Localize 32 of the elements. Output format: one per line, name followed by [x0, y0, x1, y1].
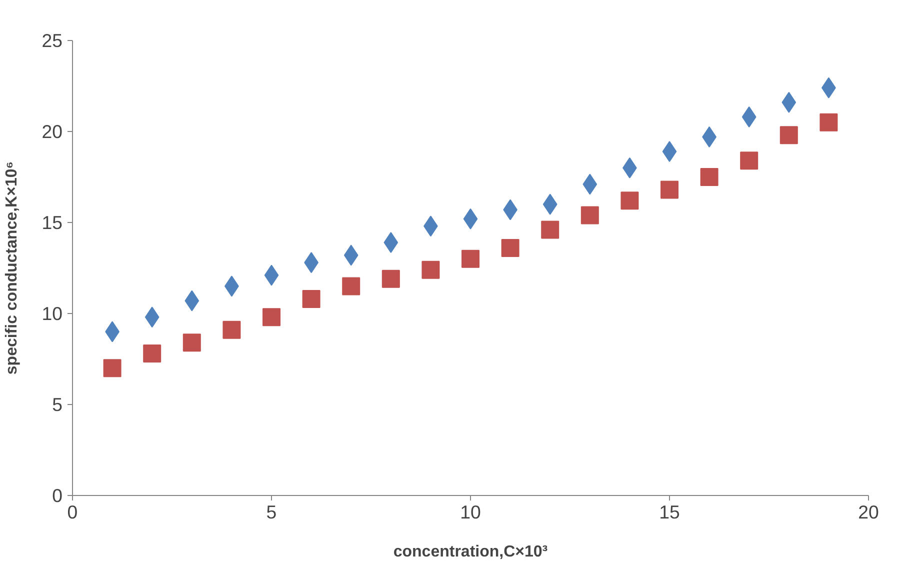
point [382, 270, 400, 288]
x-tick-label: 15 [659, 502, 680, 522]
point [700, 168, 718, 186]
point [501, 238, 520, 257]
point [103, 359, 122, 378]
point [740, 152, 758, 170]
y-tick-label: 10 [42, 303, 63, 324]
point [580, 206, 599, 224]
y-tick-label: 20 [42, 121, 63, 142]
point [780, 126, 798, 144]
point [620, 192, 639, 210]
point [820, 113, 838, 132]
point [222, 320, 241, 339]
x-tick-label: 20 [858, 502, 879, 522]
point [262, 308, 280, 326]
y-axis-title: specific conductance,K×10⁶ [4, 161, 21, 375]
point [302, 290, 320, 308]
x-tick-label: 10 [460, 502, 481, 522]
point [660, 180, 678, 199]
point [462, 250, 480, 268]
point [182, 334, 201, 352]
point [143, 344, 162, 363]
y-tick-label: 25 [42, 30, 63, 51]
x-tick-label: 0 [67, 502, 78, 522]
x-axis-title: concentration,C×10³ [393, 544, 548, 560]
x-tick-label: 5 [266, 502, 277, 522]
point [422, 260, 440, 279]
point [342, 277, 360, 296]
y-tick-label: 5 [52, 394, 63, 415]
point [541, 220, 560, 239]
y-tick-label: 0 [52, 485, 63, 506]
y-tick-label: 15 [42, 212, 63, 233]
